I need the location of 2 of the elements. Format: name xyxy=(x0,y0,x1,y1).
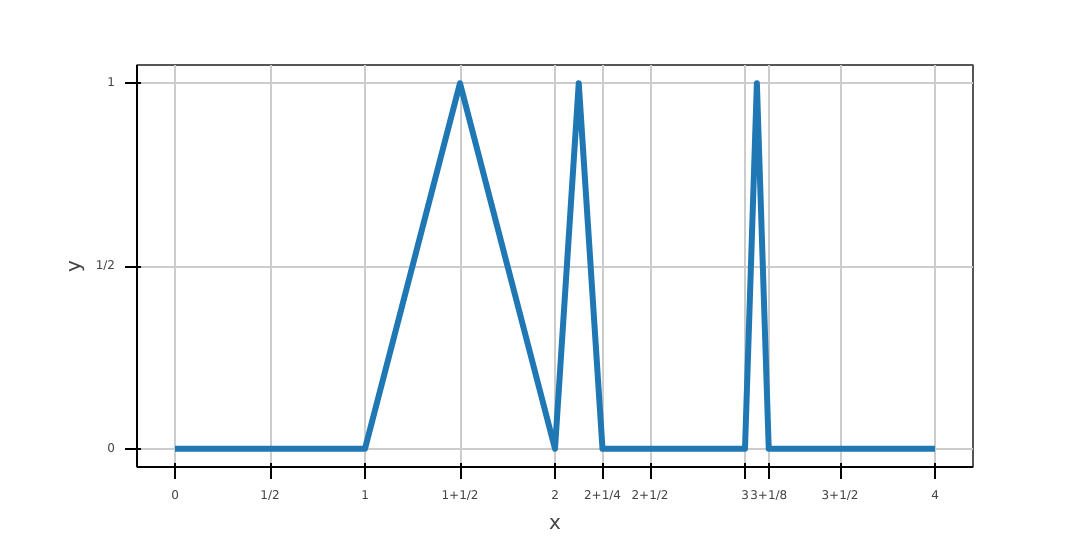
x-axis-title: x xyxy=(549,513,562,535)
y-axis-title: y xyxy=(63,259,86,272)
